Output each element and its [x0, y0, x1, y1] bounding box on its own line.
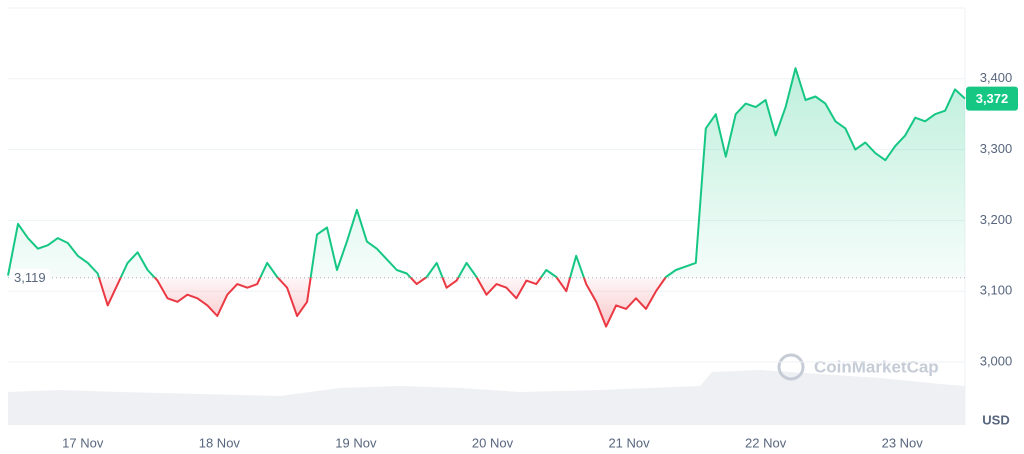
currency-label: USD: [982, 412, 1009, 427]
x-tick-label: 18 Nov: [199, 435, 241, 450]
x-tick-label: 19 Nov: [335, 435, 377, 450]
current-price-label: 3,372: [976, 91, 1009, 106]
price-line: [7, 67, 966, 328]
y-tick-label: 3,000: [980, 353, 1013, 368]
x-tick-label: 22 Nov: [745, 435, 787, 450]
baseline-label: 3,119: [14, 270, 46, 285]
current-price-badge: [966, 86, 1018, 111]
x-tick-label: 23 Nov: [882, 435, 924, 450]
volume-area: [8, 370, 965, 425]
y-tick-label: 3,400: [980, 70, 1013, 85]
watermark-logo: [777, 353, 805, 381]
y-tick-label: 3,100: [980, 283, 1013, 298]
x-tick-label: 17 Nov: [62, 435, 104, 450]
x-tick-label: 20 Nov: [472, 435, 514, 450]
watermark-text: CoinMarketCap: [814, 357, 939, 376]
baseline-label-bg: [10, 268, 50, 287]
x-tick-label: 21 Nov: [608, 435, 650, 450]
price-area: [8, 68, 965, 327]
y-tick-label: 3,200: [980, 212, 1013, 227]
y-tick-label: 3,300: [980, 141, 1013, 156]
